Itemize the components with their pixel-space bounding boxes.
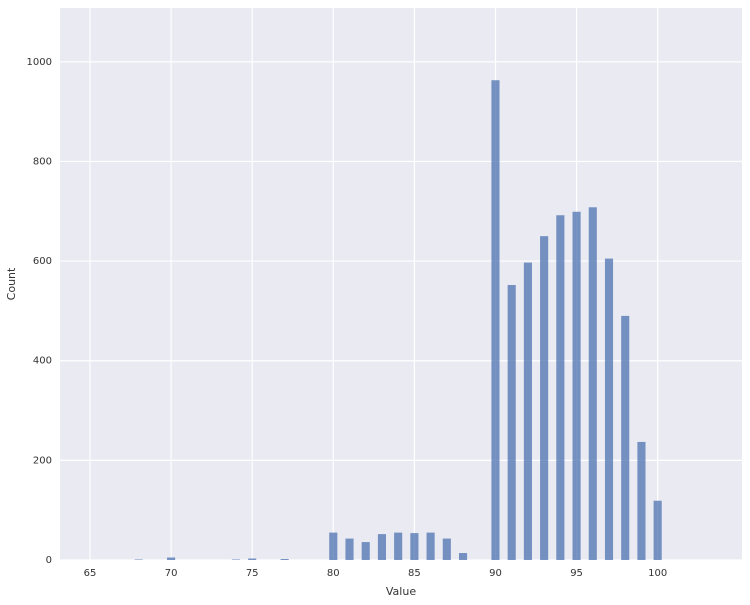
bar xyxy=(507,284,516,560)
bar xyxy=(540,236,549,560)
x-tick-label: 90 xyxy=(489,568,502,579)
bar xyxy=(621,315,630,560)
bar xyxy=(556,215,565,561)
bar xyxy=(442,538,451,560)
x-tick-label: 65 xyxy=(84,568,97,579)
bar xyxy=(653,500,662,560)
bar xyxy=(637,441,646,560)
x-axis-label: Value xyxy=(386,585,416,598)
y-tick-label: 400 xyxy=(33,356,52,367)
bar xyxy=(491,80,500,560)
bar xyxy=(588,207,597,560)
bar xyxy=(377,534,386,560)
x-tick-label: 100 xyxy=(648,568,667,579)
bar xyxy=(329,532,338,560)
bar xyxy=(604,258,614,560)
x-tick-label: 70 xyxy=(165,568,178,579)
x-tick-label: 80 xyxy=(327,568,340,579)
y-tick-label: 1000 xyxy=(27,57,52,68)
x-tick-label: 95 xyxy=(570,568,583,579)
bar xyxy=(361,542,370,560)
y-tick-label: 600 xyxy=(33,256,52,267)
y-tick-label: 0 xyxy=(46,555,52,566)
bar xyxy=(572,211,581,561)
bar xyxy=(523,262,532,560)
bar xyxy=(345,538,354,560)
y-tick-label: 200 xyxy=(33,455,52,466)
bar xyxy=(410,533,419,560)
x-tick-label: 75 xyxy=(246,568,259,579)
bar xyxy=(167,557,176,560)
y-tick-label: 800 xyxy=(33,156,52,167)
bar xyxy=(458,553,468,560)
bar xyxy=(248,558,257,560)
y-axis-label: Count xyxy=(5,267,18,300)
bar xyxy=(280,559,289,560)
x-tick-label: 85 xyxy=(408,568,421,579)
bar xyxy=(426,532,435,560)
bar xyxy=(394,532,403,560)
